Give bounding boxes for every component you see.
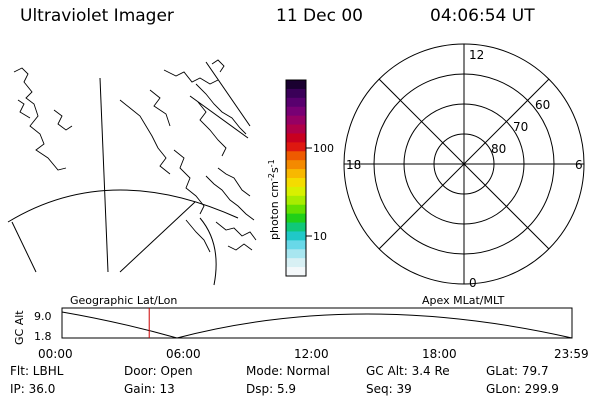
- info-dsp: Dsp: 5.9: [246, 382, 297, 396]
- mlt-label-6: 6: [575, 158, 583, 172]
- colorbar-swatch: [286, 124, 306, 134]
- polar-meridian-diag2: [378, 78, 550, 250]
- info-gain: Gain: 13: [124, 382, 175, 396]
- info-gc-alt: GC Alt: 3.4 Re: [366, 364, 450, 378]
- latitude-arc: [199, 217, 217, 286]
- meridian-line-top: [205, 61, 251, 127]
- time-tick-1200: 12:00: [294, 347, 329, 361]
- colorbar-swatch: [286, 133, 306, 143]
- colorbar-swatch: [286, 186, 306, 197]
- colorbar-swatch: [286, 240, 306, 250]
- altitude-curve: [61, 311, 573, 339]
- colorbar-swatch: [286, 97, 306, 108]
- colorbar-swatch: [286, 213, 306, 224]
- meridian-line-upper: [189, 95, 249, 139]
- colorbar-unit-label: photon cm-2s-1: [267, 159, 281, 240]
- colorbar-swatch: [286, 80, 306, 90]
- info-mode: Mode: Normal: [246, 364, 330, 378]
- colorbar-swatch: [286, 169, 306, 179]
- time-tick-0600: 06:00: [166, 347, 201, 361]
- colorbar-tick-label-10: 10: [313, 230, 327, 243]
- colorbar-swatch: [286, 222, 306, 232]
- mlt-label-18: 18: [346, 158, 361, 172]
- meridian-line: [99, 77, 109, 273]
- info-flt: Flt: LBHL: [10, 364, 64, 378]
- info-glat: GLat: 79.7: [486, 364, 549, 378]
- info-door: Door: Open: [124, 364, 193, 378]
- mlt-label-12: 12: [469, 48, 484, 62]
- colorbar-swatch: [286, 231, 306, 241]
- altitude-strip: Geographic Lat/Lon Apex MLat/MLT 9.0 1.8…: [13, 294, 589, 361]
- lat-label-70: 70: [513, 120, 528, 134]
- colorbar-swatch: [286, 195, 306, 206]
- latitude-circle: [7, 189, 239, 223]
- altitude-strip-frame: [61, 307, 573, 339]
- colorbar-swatch: [286, 160, 306, 170]
- polar-grid: [343, 43, 585, 285]
- apex-caption: Apex MLat/MLT: [422, 294, 505, 307]
- instrument-title: Ultraviolet Imager: [20, 6, 174, 26]
- lat-label-80: 80: [491, 142, 506, 156]
- colorbar-swatch: [286, 267, 306, 277]
- mlt-label-0: 0: [469, 276, 477, 290]
- colorbar-swatch: [286, 142, 306, 152]
- colorbar-frame: [285, 79, 307, 277]
- coastlines: [13, 59, 257, 253]
- colorbar-swatch: [286, 115, 306, 126]
- time-tick-0000: 00:00: [38, 347, 73, 361]
- colorbar-swatch: [286, 258, 306, 268]
- time-tick-1800: 18:00: [422, 347, 457, 361]
- lat-label-60: 60: [535, 98, 550, 112]
- colorbar: 100 10 photon cm-2s-1: [267, 79, 334, 277]
- info-glon: GLon: 299.9: [486, 382, 559, 396]
- date-label: 11 Dec 00: [276, 6, 363, 26]
- meridian-line-right: [119, 201, 196, 273]
- altitude-ymax: 9.0: [34, 310, 52, 323]
- colorbar-swatch: [286, 204, 306, 215]
- polar-labels: 12 18 6 0 60 70 80: [346, 48, 583, 290]
- colorbar-swatch: [286, 178, 306, 188]
- colorbar-tick-label-100: 100: [313, 142, 334, 155]
- info-ip: IP: 36.0: [10, 382, 56, 396]
- time-tick-2359: 23:59: [554, 347, 589, 361]
- geographic-caption: Geographic Lat/Lon: [70, 294, 177, 307]
- colorbar-swatch: [286, 106, 306, 117]
- colorbar-swatch: [286, 88, 306, 99]
- colorbar-swatch: [286, 151, 306, 161]
- meridian-line-left: [11, 221, 37, 273]
- time-label: 04:06:54 UT: [430, 6, 535, 26]
- geographic-map: [7, 59, 257, 286]
- altitude-ylabel: GC Alt: [13, 310, 26, 345]
- info-seq: Seq: 39: [366, 382, 412, 396]
- altitude-ymin: 1.8: [34, 330, 52, 343]
- colorbar-swatch: [286, 249, 306, 259]
